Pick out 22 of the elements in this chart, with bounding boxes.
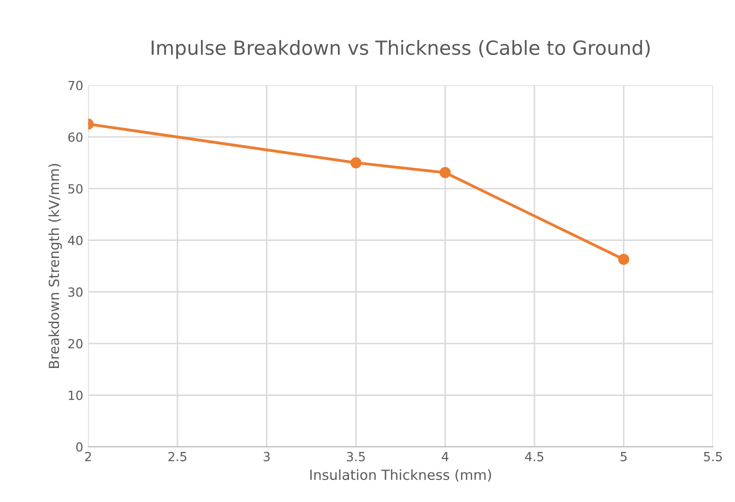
x-axis-title: Insulation Thickness (mm) bbox=[310, 469, 492, 482]
y-tick-label: 40 bbox=[68, 236, 83, 246]
y-tick-label: 20 bbox=[68, 338, 83, 348]
x-tick-label: 4 bbox=[442, 452, 448, 462]
y-tick-label: 50 bbox=[68, 184, 83, 194]
x-tick-label: 2.5 bbox=[168, 452, 186, 462]
x-tick-label: 2 bbox=[85, 452, 91, 462]
x-tick-label: 4.5 bbox=[525, 452, 544, 462]
y-tick-label: 0 bbox=[76, 442, 83, 452]
y-tick-label: 70 bbox=[68, 80, 83, 90]
point bbox=[440, 167, 451, 178]
x-tick-label: 3 bbox=[264, 452, 270, 462]
point bbox=[350, 157, 362, 168]
x-tick-label: 3.5 bbox=[346, 452, 365, 462]
y-axis-title: Breakdown Strength (kV/mm) bbox=[48, 164, 62, 368]
x-tick-label: 5.5 bbox=[704, 452, 722, 462]
chart-title: Impulse Breakdown vs Thickness (Cable to Ground) bbox=[152, 40, 650, 59]
y-tick-label: 30 bbox=[68, 287, 83, 297]
point bbox=[618, 254, 630, 265]
x-tick-label: 5 bbox=[620, 452, 627, 462]
y-tick-label: 60 bbox=[68, 132, 83, 142]
y-tick-label: 10 bbox=[68, 390, 83, 400]
